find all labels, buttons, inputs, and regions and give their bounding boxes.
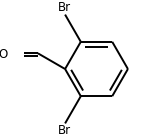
Text: O: O xyxy=(0,48,7,61)
Text: Br: Br xyxy=(58,124,71,137)
Text: Br: Br xyxy=(58,1,71,14)
